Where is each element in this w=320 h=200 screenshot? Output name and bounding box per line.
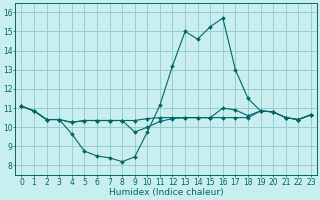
X-axis label: Humidex (Indice chaleur): Humidex (Indice chaleur) xyxy=(109,188,223,197)
